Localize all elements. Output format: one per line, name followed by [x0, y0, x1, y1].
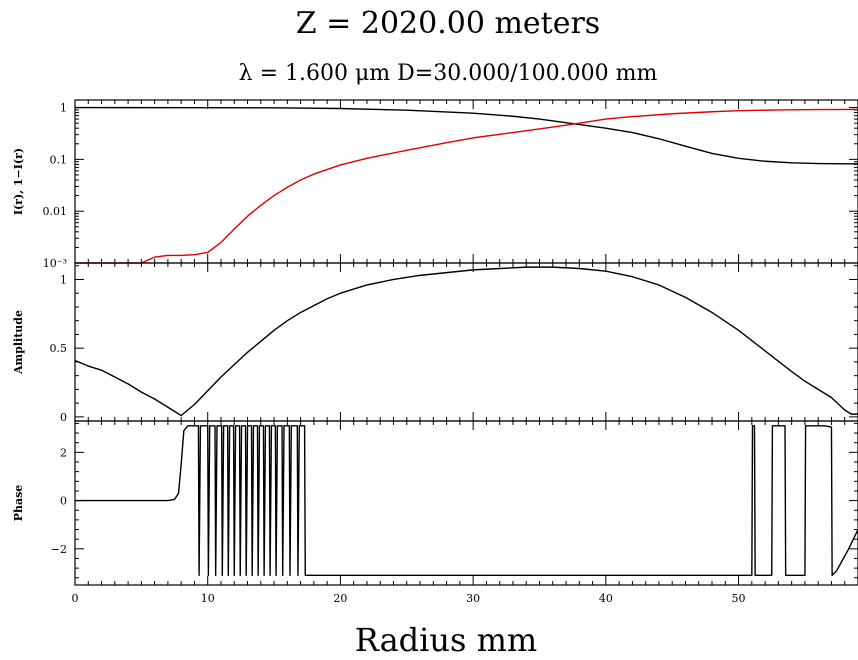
series-line-1 [74, 266, 858, 417]
y-tick-label: 1 [60, 102, 67, 115]
y-tick-label: 1 [60, 273, 67, 286]
x-tick-label: 50 [732, 592, 746, 605]
y-tick-label: 0.1 [50, 153, 68, 166]
y-tick-label: −2 [51, 543, 67, 556]
panel-frame [74, 420, 858, 586]
y-axis-label: Phase [12, 485, 25, 522]
x-tick-label: 10 [201, 592, 215, 605]
y-tick-label: 2 [60, 446, 67, 459]
series-line-1 [74, 106, 858, 165]
series-line-2 [75, 108, 858, 264]
y-tick-label: 0 [60, 495, 67, 508]
x-axis-label: Radius mm [355, 621, 538, 659]
panel-frame [74, 99, 858, 264]
y-tick-label: 0.5 [50, 342, 68, 355]
chart-subtitle: λ = 1.600 μm D=30.000/100.000 mm [239, 61, 658, 86]
chart-title: Z = 2020.00 meters [296, 6, 600, 41]
y-tick-label: 10⁻³ [43, 257, 67, 270]
x-tick-label: 20 [333, 592, 347, 605]
y-axis-label: I(r), 1−I(r) [12, 148, 25, 215]
series-line-1 [75, 425, 858, 577]
y-axis-label: Amplitude [12, 310, 25, 375]
y-tick-label: 0.01 [43, 205, 68, 218]
panel-2: 1 0.5 0 Amplitude [12, 262, 858, 424]
x-tick-label: 40 [599, 592, 613, 605]
y-tick-label: 0 [60, 411, 67, 424]
x-tick-label: 0 [72, 592, 79, 605]
panel-3: 2 0 −2 Phase [12, 420, 858, 586]
panel-frame [74, 262, 858, 422]
x-tick-label: 30 [466, 592, 480, 605]
panel-1: 1 0.1 0.01 10⁻³ I(r), 1−I(r) [12, 99, 858, 270]
